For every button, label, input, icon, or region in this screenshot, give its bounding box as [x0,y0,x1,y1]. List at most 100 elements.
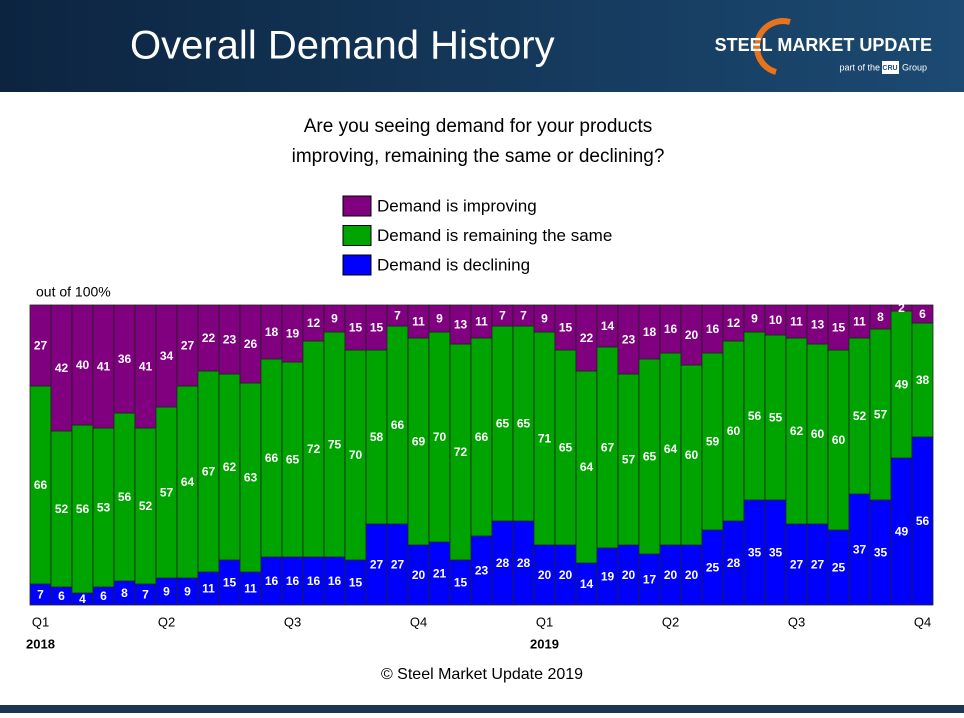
x-tick-label: Q2 [662,614,679,629]
chart-title: Overall Demand History [130,24,555,68]
data-label: 70 [433,430,447,444]
data-label: 15 [370,321,384,335]
data-label: 7 [499,309,506,323]
data-label: 25 [706,561,720,575]
data-label: 66 [475,430,489,444]
data-label: 72 [307,442,321,456]
data-label: 41 [97,360,111,374]
brand-badge: CRU [882,65,897,72]
data-label: 65 [559,441,573,455]
data-label: 49 [895,378,909,392]
subtitle: Are you seeing demand for your products [304,116,653,137]
footer-bar [0,705,964,713]
data-label: 72 [454,445,468,459]
data-label: 18 [265,325,279,339]
data-label: 4 [79,592,86,606]
data-label: 27 [391,558,405,572]
data-label: 38 [916,373,930,387]
data-label: 11 [475,315,488,329]
data-label: 66 [391,418,405,432]
data-label: 40 [76,358,90,372]
data-label: 15 [832,321,846,335]
data-label: 64 [580,460,594,474]
data-label: 57 [622,453,636,467]
data-label: 49 [895,525,909,539]
header-banner [0,0,964,92]
data-label: 20 [664,568,678,582]
data-label: 6 [58,589,65,603]
data-label: 6 [100,589,107,603]
data-label: 14 [580,577,594,591]
data-label: 20 [622,568,636,582]
brand: STEEL MARKET UPDATE [715,35,932,55]
data-label: 20 [685,328,699,342]
data-label: 9 [436,312,443,326]
data-label: 62 [790,424,804,438]
data-label: 22 [580,331,594,345]
data-label: 22 [202,331,216,345]
legend-swatch [342,254,372,276]
data-label: 36 [118,352,132,366]
legend-label: Demand is declining [377,255,530,274]
data-label: 62 [223,460,237,474]
data-label: 11 [202,582,215,596]
data-label: 27 [790,558,804,572]
legend-label: Demand is improving [377,196,537,215]
data-label: 65 [286,453,300,467]
x-year-label: 2018 [26,636,55,651]
data-label: 18 [643,325,657,339]
data-label: 14 [601,319,615,333]
data-label: 8 [877,310,884,324]
data-label: 20 [559,568,573,582]
data-label: 15 [223,576,237,590]
data-label: 13 [811,318,825,332]
data-label: 58 [370,430,384,444]
legend-swatch [342,195,372,217]
data-label: 15 [559,321,573,335]
data-label: 56 [76,502,90,516]
data-label: 28 [517,556,531,570]
data-label: 59 [706,435,720,449]
data-label: 64 [664,442,678,456]
data-label: 53 [97,501,111,515]
data-label: 16 [328,574,342,588]
data-label: 20 [685,568,699,582]
data-label: 21 [433,567,447,581]
data-label: 27 [370,558,384,572]
data-label: 75 [328,438,342,452]
data-label: 7 [37,588,44,602]
data-label: 27 [34,339,48,353]
brand-badge-bg [882,61,899,74]
data-label: 35 [748,546,762,560]
data-label: 56 [916,514,930,528]
x-tick-label: Q4 [914,614,931,629]
annotation: out of 100% [36,284,111,300]
data-label: 35 [874,546,888,560]
data-label: 37 [853,543,867,557]
data-label: 19 [286,327,300,341]
data-label: 60 [685,448,699,462]
data-label: 11 [853,315,866,329]
data-label: 66 [265,451,279,465]
data-label: 52 [55,502,69,516]
data-label: 26 [244,337,258,351]
data-label: 9 [331,312,338,326]
data-label: 23 [475,564,489,578]
data-label: 57 [874,408,888,422]
data-label: 64 [181,475,195,489]
data-label: 60 [811,427,825,441]
data-label: 11 [412,315,425,329]
data-label: 10 [769,313,783,327]
data-label: 57 [160,486,174,500]
brand-sub: part of the [839,62,880,72]
data-label: 2 [898,301,905,315]
data-label: 65 [643,450,657,464]
data-label: 7 [520,309,527,323]
data-label: 27 [811,558,825,572]
data-label: 69 [412,435,426,449]
data-label: 28 [496,556,510,570]
data-label: 12 [727,316,741,330]
subtitle: improving, remaining the same or declini… [292,146,665,167]
data-label: 63 [244,471,258,485]
